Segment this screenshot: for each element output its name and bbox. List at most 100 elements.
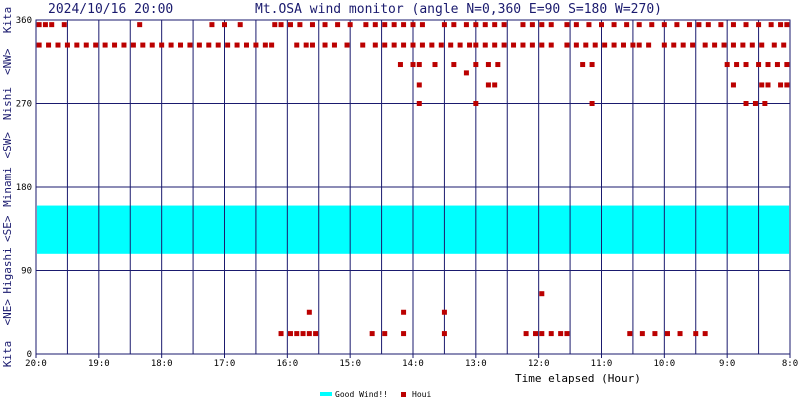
x-tick-label: 10:0 [653,359,675,369]
houi-point [278,22,284,28]
houi-point [159,42,165,48]
x-tick-label: 9:0 [719,359,735,369]
x-tick-label: 19:0 [88,359,110,369]
x-tick-label: 16:0 [276,359,298,369]
houi-point [287,22,293,28]
houi-point [391,42,397,48]
direction-label: Higashi [1,247,14,293]
houi-point [558,331,564,337]
x-tick-label: 15:0 [339,359,361,369]
houi-point [309,42,315,48]
houi-point [743,22,749,28]
houi-point [511,42,517,48]
houi-point [756,22,762,28]
legend-good-wind-swatch [320,392,332,396]
y-tick-label: 180 [16,183,32,193]
houi-point [448,42,454,48]
houi-point [482,42,488,48]
houi-point [209,22,215,28]
houi-point [630,42,636,48]
houi-point [83,42,89,48]
houi-point [278,331,284,337]
houi-point [548,22,554,28]
x-tick-label: 13:0 [465,359,487,369]
houi-point [416,101,422,106]
direction-label: <SE> [1,215,14,242]
houi-point [712,42,718,48]
houi-point [121,42,127,48]
houi-point [646,42,652,48]
houi-point [611,42,617,48]
houi-point [664,331,670,337]
houi-point [533,331,539,337]
houi-point [322,42,328,48]
houi-point [429,42,435,48]
houi-point [36,22,42,28]
houi-point [774,62,780,68]
houi-point [168,42,174,48]
houi-point [589,101,595,106]
houi-point [548,42,554,48]
houi-point [702,42,708,48]
houi-point [730,42,736,48]
houi-point [335,22,341,28]
houi-point [225,42,231,48]
houi-point [539,331,545,337]
houi-point [765,82,771,88]
houi-point [93,42,99,48]
houi-point [520,22,526,28]
houi-point [602,42,608,48]
houi-point [441,22,447,28]
houi-point [410,62,416,68]
houi-point [451,62,457,68]
houi-point [102,42,108,48]
houi-point [693,331,699,337]
houi-point [624,22,630,28]
houi-point [55,42,61,48]
houi-point [680,42,686,48]
houi-point [42,22,48,28]
houi-point [262,42,268,48]
houi-point [686,22,692,28]
plot-frame [35,19,791,355]
houi-point [778,22,784,28]
direction-label: <NW> [1,48,14,75]
houi-point [64,42,70,48]
direction-label: Minami [1,167,14,207]
y-tick-label: 90 [21,267,32,277]
houi-point [391,22,397,28]
houi-point [652,331,658,337]
houi-point [61,22,67,28]
houi-point [523,331,529,337]
houi-point [272,22,278,28]
houi-point [112,42,118,48]
houi-point [586,22,592,28]
houi-point [759,82,765,88]
houi-point [322,22,328,28]
houi-point [768,22,774,28]
houi-point [564,42,570,48]
x-axis-label: Time elapsed (Hour) [515,372,641,385]
houi-point [372,42,378,48]
houi-point [178,42,184,48]
houi-point [397,62,403,68]
houi-point [347,22,353,28]
houi-point [253,42,259,48]
houi-point [382,22,388,28]
houi-point [432,62,438,68]
houi-point [756,62,762,68]
houi-point [690,42,696,48]
houi-point [529,42,535,48]
houi-point [467,42,473,48]
houi-point [765,62,771,68]
houi-point [410,42,416,48]
houi-point [206,42,212,48]
houi-point [485,62,491,68]
houi-point [36,42,42,48]
houi-point [401,42,407,48]
houi-point [501,22,507,28]
houi-point [46,42,52,48]
houi-point [724,62,730,68]
houi-point [661,42,667,48]
houi-point [363,22,369,28]
